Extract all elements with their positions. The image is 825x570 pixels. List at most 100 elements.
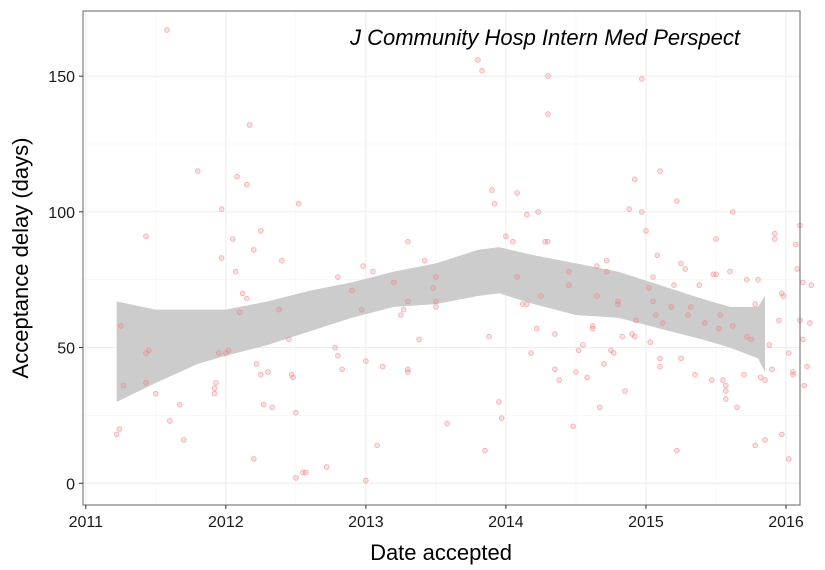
data-point [780, 293, 786, 299]
data-point [575, 347, 582, 354]
data-point [118, 323, 124, 329]
data-point [668, 304, 674, 310]
data-point [143, 380, 149, 386]
data-point [743, 333, 750, 340]
data-point [615, 301, 621, 307]
data-point [116, 426, 123, 432]
data-point [433, 298, 439, 305]
data-point [727, 268, 733, 275]
data-point [755, 276, 761, 283]
data-point [792, 241, 799, 248]
data-point [113, 431, 120, 438]
y-tick-label: 0 [66, 476, 75, 493]
data-point [218, 255, 225, 261]
data-point [279, 257, 285, 264]
data-points [113, 27, 814, 484]
data-point [211, 390, 218, 397]
data-point [643, 228, 649, 234]
data-point [545, 238, 551, 245]
data-point [482, 447, 488, 454]
data-point [257, 371, 264, 378]
x-tick-label: 2016 [768, 514, 804, 531]
grid-lines [83, 11, 800, 505]
data-point [771, 236, 778, 242]
data-point [671, 282, 677, 288]
data-point [538, 293, 544, 299]
data-point [778, 431, 785, 438]
data-point [566, 268, 572, 275]
x-tick-label: 2013 [348, 514, 384, 531]
data-point [729, 209, 736, 215]
data-point [251, 247, 257, 253]
data-point [300, 469, 306, 476]
data-point [246, 122, 253, 128]
data-point [622, 388, 628, 394]
data-point [552, 331, 558, 337]
data-point [785, 456, 792, 462]
data-point [302, 469, 309, 476]
data-point [808, 282, 814, 288]
data-point [806, 320, 813, 326]
data-point [288, 371, 295, 378]
data-point [496, 399, 502, 405]
data-point [678, 355, 684, 362]
plot-panel-border [82, 10, 801, 506]
data-point [479, 67, 485, 74]
data-point [323, 464, 330, 470]
data-point [752, 442, 758, 449]
data-point [542, 238, 548, 245]
data-point [251, 456, 257, 462]
data-point [528, 350, 534, 356]
data-point [216, 350, 222, 356]
data-point [503, 233, 509, 240]
data-point [260, 401, 267, 408]
data-point [594, 293, 600, 299]
data-point [405, 369, 411, 375]
data-point [601, 361, 607, 367]
data-point [295, 200, 302, 207]
data-point [570, 423, 576, 430]
data-point [475, 57, 481, 63]
data-point [752, 301, 758, 307]
data-point [363, 477, 369, 484]
data-point [335, 274, 341, 280]
y-tick-label: 150 [48, 69, 75, 86]
data-point [498, 415, 505, 421]
data-point [244, 295, 250, 302]
data-point [785, 350, 792, 356]
data-point [181, 437, 187, 443]
data-point [722, 388, 729, 394]
data-point [566, 282, 572, 288]
data-point [514, 274, 520, 280]
data-point [433, 304, 439, 310]
data-point [657, 363, 663, 370]
data-point [673, 447, 680, 454]
data-point [734, 404, 740, 411]
y-axis-title: Acceptance delay (days) [8, 138, 33, 379]
data-point [332, 344, 338, 351]
data-point [708, 377, 715, 383]
data-point [491, 200, 498, 207]
y-axis-ticks: 0 50 100 150 [48, 69, 83, 493]
data-point [218, 206, 225, 212]
data-point [720, 377, 726, 383]
data-point [293, 475, 299, 481]
data-point [778, 290, 785, 297]
data-point [573, 369, 579, 375]
data-point [692, 371, 698, 378]
data-point [741, 371, 747, 378]
data-point [685, 312, 691, 318]
data-point [794, 266, 800, 272]
plot-panel-background [83, 11, 800, 505]
data-point [143, 233, 149, 240]
data-point [596, 404, 603, 411]
data-point [687, 304, 694, 310]
data-point [715, 325, 722, 332]
data-point [379, 363, 386, 370]
data-point [654, 252, 660, 259]
data-point [650, 274, 656, 280]
data-point [589, 323, 596, 329]
data-point [360, 263, 366, 269]
data-point [237, 309, 243, 316]
